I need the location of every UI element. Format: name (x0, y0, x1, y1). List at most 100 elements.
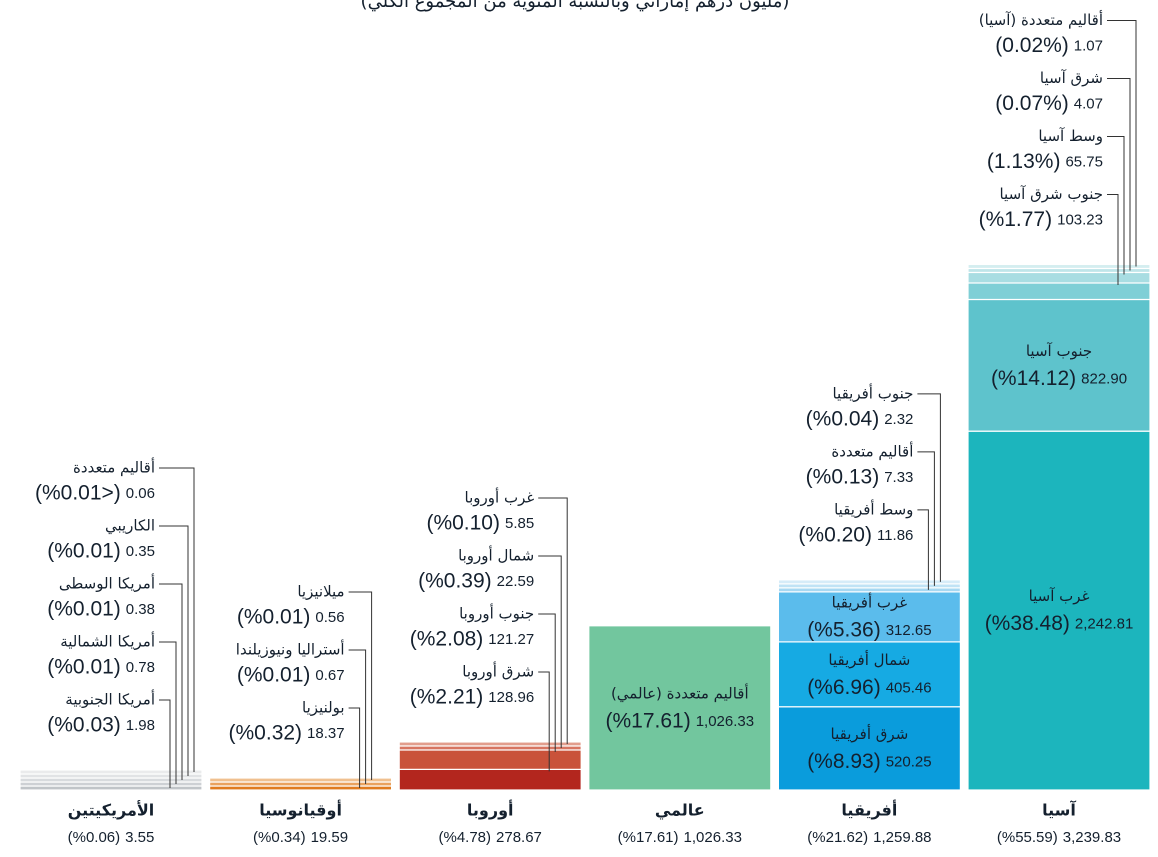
segment (967, 263, 1151, 270)
percent-label: (%0.20) (798, 523, 872, 546)
segment (967, 430, 1151, 791)
segment-name: شمال أفريقيا (828, 650, 910, 669)
percent-label: (%0.01) (237, 606, 311, 629)
segment-name: جنوب أفريقيا (832, 383, 913, 402)
percent-label: (%0.03) (47, 714, 121, 737)
group-name: الأمريكيتين (68, 801, 155, 820)
percent-label: (0.07%) (995, 92, 1069, 115)
segment (398, 741, 582, 747)
segment (398, 768, 582, 791)
leader-line (348, 707, 361, 788)
segment-name: وسط أفريقيا (834, 499, 913, 518)
percent-label: (%0.32) (229, 722, 303, 745)
segment-name: أقاليم متعددة (831, 441, 913, 460)
segment-name: شرق آسيا (1040, 69, 1103, 87)
value-label: 103.23 (1057, 211, 1103, 228)
segment-name: جنوب شرق آسيا (999, 185, 1103, 203)
leader-line (917, 393, 941, 582)
percent-label: (%0.01) (237, 664, 311, 687)
segment-name: وسط آسيا (1038, 127, 1103, 145)
percent-label: (%55.59) (997, 829, 1058, 846)
group-name: أوقيانوسيا (259, 800, 342, 820)
segment-name: بولنيزيا (302, 699, 345, 717)
leader-line (538, 613, 556, 752)
percent-label: (%5.36) (807, 618, 881, 641)
leader-line (917, 451, 935, 586)
leader-line (348, 591, 373, 780)
leader-line (159, 467, 195, 772)
segment-name: أقاليم متعددة (عالمي) (611, 683, 749, 703)
value-label: 0.38 (126, 601, 155, 618)
leader-line (538, 555, 562, 748)
percent-label: (%1.77) (979, 208, 1053, 231)
leader-line (348, 649, 367, 784)
percent-label: (%17.61) (618, 829, 679, 846)
percent-label: (%21.62) (807, 829, 868, 846)
percent-label: (%0.34) (253, 829, 306, 846)
percent-label: (%38.48) (985, 612, 1070, 635)
percent-label: (%14.12) (991, 367, 1076, 390)
value-label: 405.46 (886, 679, 932, 696)
group-name: عالمي (655, 801, 705, 821)
percent-label: (%0.01) (47, 540, 121, 563)
leader-line (159, 699, 171, 788)
value-label: 22.59 (497, 573, 535, 590)
segment-name: أمريكا الوسطى (59, 574, 155, 593)
segment-name: أمريكا الشمالية (60, 632, 155, 651)
segment (209, 777, 393, 783)
segment-name: الكاريبي (105, 517, 155, 536)
segment (967, 271, 1151, 284)
segment-name: أستراليا ونيوزيلندا (236, 640, 345, 659)
segment-name: جنوب آسيا (1026, 342, 1092, 360)
leader-line (1107, 135, 1125, 275)
percent-label: (%8.93) (807, 750, 881, 773)
leader-line (159, 583, 183, 780)
percent-label: (%4.78) (438, 829, 491, 846)
segment (398, 749, 582, 770)
segment (777, 579, 962, 585)
percent-label: (%0.04) (806, 407, 880, 430)
leader-line (1107, 19, 1137, 267)
percent-label: (%0.10) (426, 512, 500, 535)
value-label: 1,259.88 (873, 829, 931, 846)
value-label: 5.85 (505, 515, 534, 532)
segment-name: أقاليم متعددة (73, 458, 155, 477)
percent-label: (%6.96) (807, 676, 881, 699)
segment-name: أمريكا الجنوبية (65, 690, 155, 709)
leader-line (159, 525, 189, 776)
percent-label: (%0.39) (418, 570, 492, 593)
segment (777, 641, 962, 708)
percent-label: (%2.08) (410, 628, 484, 651)
subtitle: (مليون درهم إماراتي وبالنسبة المئوية من … (361, 0, 790, 12)
leader-line (1107, 193, 1119, 285)
value-label: 2.32 (884, 411, 913, 428)
value-label: 0.35 (126, 543, 155, 560)
value-label: 278.67 (496, 829, 542, 846)
percent-label: (%0.06) (68, 829, 121, 846)
value-label: 1,026.33 (684, 829, 742, 846)
value-label: 7.33 (884, 469, 913, 486)
value-label: 4.07 (1074, 95, 1103, 112)
value-label: 3,239.83 (1063, 829, 1121, 846)
percent-label: (%0.01>) (35, 482, 121, 505)
value-label: 1.98 (126, 717, 155, 734)
value-label: 18.37 (307, 725, 345, 742)
segment-name: شمال أوروبا (458, 545, 534, 564)
group-name: أوروبا (467, 800, 514, 820)
value-label: 0.67 (315, 667, 344, 684)
segment-name: أقاليم متعددة (آسيا) (979, 10, 1103, 29)
percent-label: (%2.21) (410, 686, 484, 709)
segment (967, 282, 1151, 301)
leader-line (538, 671, 550, 772)
value-label: 0.06 (126, 485, 155, 502)
segment (588, 625, 772, 791)
segment-name: جنوب أوروبا (459, 603, 534, 622)
value-label: 11.86 (877, 527, 913, 544)
leader-line (159, 641, 177, 784)
value-label: 3.55 (125, 829, 154, 846)
value-label: 19.59 (311, 829, 349, 846)
leader-line (917, 509, 929, 590)
segment-name: غرب آسيا (1029, 587, 1090, 605)
leader-line (1107, 77, 1131, 271)
segment-name: شرق أفريقيا (831, 724, 909, 743)
